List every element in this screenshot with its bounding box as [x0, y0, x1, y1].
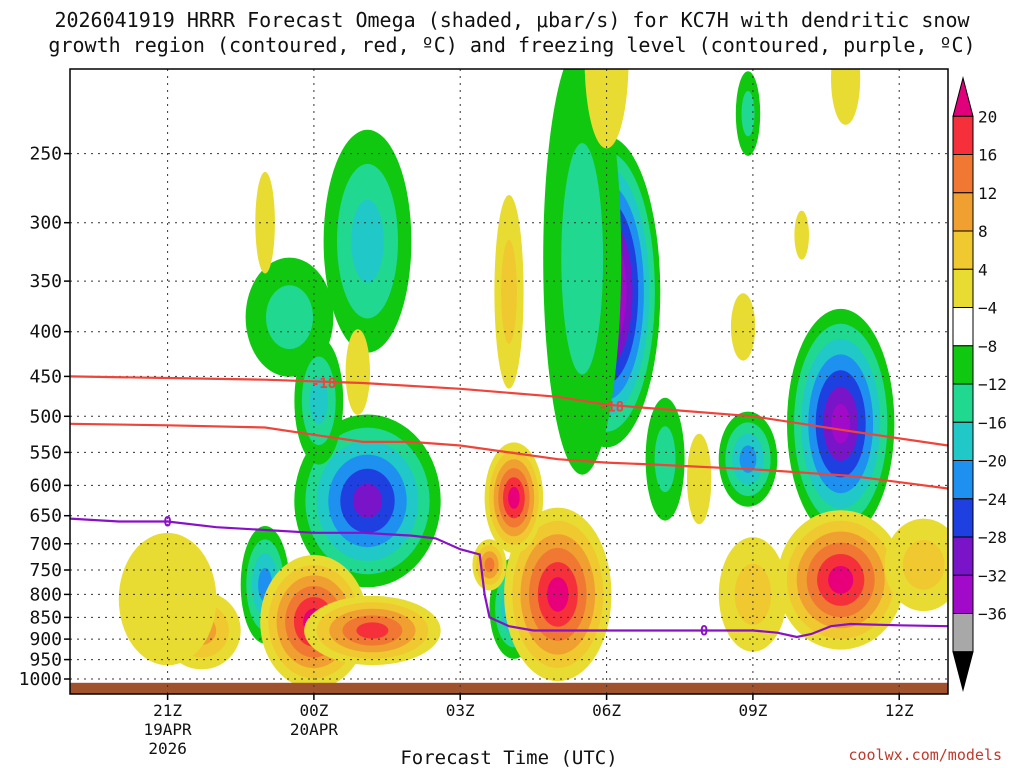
y-tick-label-650: 650	[29, 506, 62, 527]
x-tick-label-21-2: 2026	[148, 739, 187, 758]
omega-blob-11-level-8	[741, 90, 755, 137]
x-tick-label-27-0: 03Z	[446, 701, 475, 720]
colorbar-box-13	[952, 574, 974, 615]
colorbar-label-1: 16	[978, 146, 997, 165]
omega-blob-21-level-4	[584, 69, 629, 149]
colorbar-box-5	[952, 268, 974, 309]
colorbar-label-9: −20	[978, 452, 1007, 471]
colorbar-box-10	[952, 460, 974, 500]
omega-blob-23-level-8	[902, 540, 945, 590]
colorbar-label-8: −16	[978, 413, 1007, 432]
omega-blob-28-level-4	[794, 210, 809, 260]
y-tick-label-400: 400	[29, 322, 62, 343]
colorbar-box-8	[952, 383, 974, 423]
colorbar-box-4	[952, 230, 974, 270]
colorbar-box-9	[952, 421, 974, 462]
x-axis-label: Forecast Time (UTC)	[400, 747, 617, 768]
omega-blob-7-level-28	[831, 403, 850, 444]
credit-text: coolwx.com/models	[848, 746, 1002, 764]
omega-blob-2-level-12	[351, 199, 384, 283]
dgz-contour-1	[70, 422, 948, 490]
y-tick-label-850: 850	[29, 607, 62, 628]
freezing-level-contour	[70, 517, 948, 639]
omega-blob-25-level-4	[255, 171, 275, 274]
y-tick-label-950: 950	[29, 650, 62, 671]
colorbar-label-6: −8	[978, 337, 997, 356]
omega-blob-27-level-4	[730, 293, 756, 361]
y-tick-label-1000: 1000	[19, 669, 62, 690]
colorbar-top-arrow	[952, 76, 974, 117]
y-tick-label-500: 500	[29, 406, 62, 427]
chart-title-line-1: 2026041919 HRRR Forecast Omega (shaded, …	[54, 8, 970, 32]
colorbar-box-3	[952, 192, 974, 232]
colorbar-label-10: −24	[978, 490, 1007, 509]
x-tick-label-30-0: 06Z	[592, 701, 621, 720]
omega-blob-3-level-8	[266, 285, 313, 350]
y-tick-label-700: 700	[29, 534, 62, 555]
terrain-bar	[70, 682, 948, 694]
y-tick-label-250: 250	[29, 144, 62, 165]
freezing-level-contour-label-0: 0	[163, 515, 171, 531]
colorbar-label-4: 4	[978, 260, 988, 279]
y-tick-label-350: 350	[29, 271, 62, 292]
omega-blob-20-level-8	[501, 239, 517, 344]
freezing-level-contour-label-1: 0	[700, 624, 708, 640]
omega-blob-4-level-24	[352, 483, 383, 519]
y-tick-label-750: 750	[29, 560, 62, 581]
chart-title-line-2: growth region (contoured, red, ºC) and f…	[48, 33, 976, 57]
colorbar-label-0: 20	[978, 107, 997, 126]
contour-lines: -18 -18 0 0	[70, 375, 948, 640]
y-tick-label-600: 600	[29, 475, 62, 496]
dgz-contour-0-label-1: -18	[599, 399, 624, 415]
colorbar-box-11	[952, 498, 974, 538]
terrain-fill	[70, 682, 948, 694]
colorbar: 20 16 12 8 4 −4 −8 −12 −16 −20 −24 −28 −32 −36	[952, 76, 1007, 692]
omega-blob-26-level-4	[345, 329, 370, 415]
omega-blob-19-level-16	[484, 557, 495, 573]
dgz-contour-0	[70, 375, 948, 447]
colorbar-bottom-arrow	[952, 651, 974, 692]
y-tick-label-900: 900	[29, 629, 62, 650]
y-tick-label-800: 800	[29, 584, 62, 605]
omega-blob-10-level-8	[654, 426, 676, 493]
omega-blob-14-level-24	[547, 577, 569, 612]
omega-blob-13-level-20	[356, 622, 389, 639]
colorbar-label-2: 12	[978, 184, 997, 203]
omega-blob-29-level-4	[831, 69, 861, 125]
colorbar-label-12: −32	[978, 566, 1007, 585]
colorbar-box-6	[952, 307, 974, 347]
plot-frame	[69, 68, 949, 695]
colorbar-box-14	[952, 613, 974, 653]
x-tick-label-21-0: 21Z	[153, 701, 182, 720]
colorbar-label-3: 8	[978, 222, 988, 241]
colorbar-box-2	[952, 154, 974, 194]
colorbar-box-7	[952, 345, 974, 385]
x-tick-label-24-0: 00Z	[299, 701, 328, 720]
x-tick-label-33-0: 09Z	[738, 701, 767, 720]
axes: 2503003504004505005506006507007508008509…	[19, 144, 914, 758]
omega-blob-1-level-8	[561, 143, 604, 375]
x-tick-label-24-1: 20APR	[290, 720, 339, 739]
y-tick-label-550: 550	[29, 442, 62, 463]
omega-blob-24-level-4	[687, 433, 712, 525]
colorbar-box-12	[952, 536, 974, 576]
x-tick-label-21-1: 19APR	[144, 720, 193, 739]
omega-blob-18-level-4	[118, 532, 217, 666]
colorbar-label-13: −36	[978, 605, 1007, 624]
colorbar-label-11: −28	[978, 528, 1007, 547]
colorbar-box-1	[952, 115, 974, 156]
omega-shading	[118, 69, 948, 689]
omega-blob-15-level-24	[508, 486, 520, 509]
dgz-contour-0-label-0: -18	[311, 376, 336, 392]
y-tick-label-300: 300	[29, 213, 62, 234]
omega-blob-16-level-24	[828, 566, 854, 594]
y-tick-label-450: 450	[29, 366, 62, 387]
colorbar-label-7: −12	[978, 375, 1007, 394]
colorbar-label-5: −4	[978, 299, 997, 318]
x-tick-label-36-0: 12Z	[885, 701, 914, 720]
